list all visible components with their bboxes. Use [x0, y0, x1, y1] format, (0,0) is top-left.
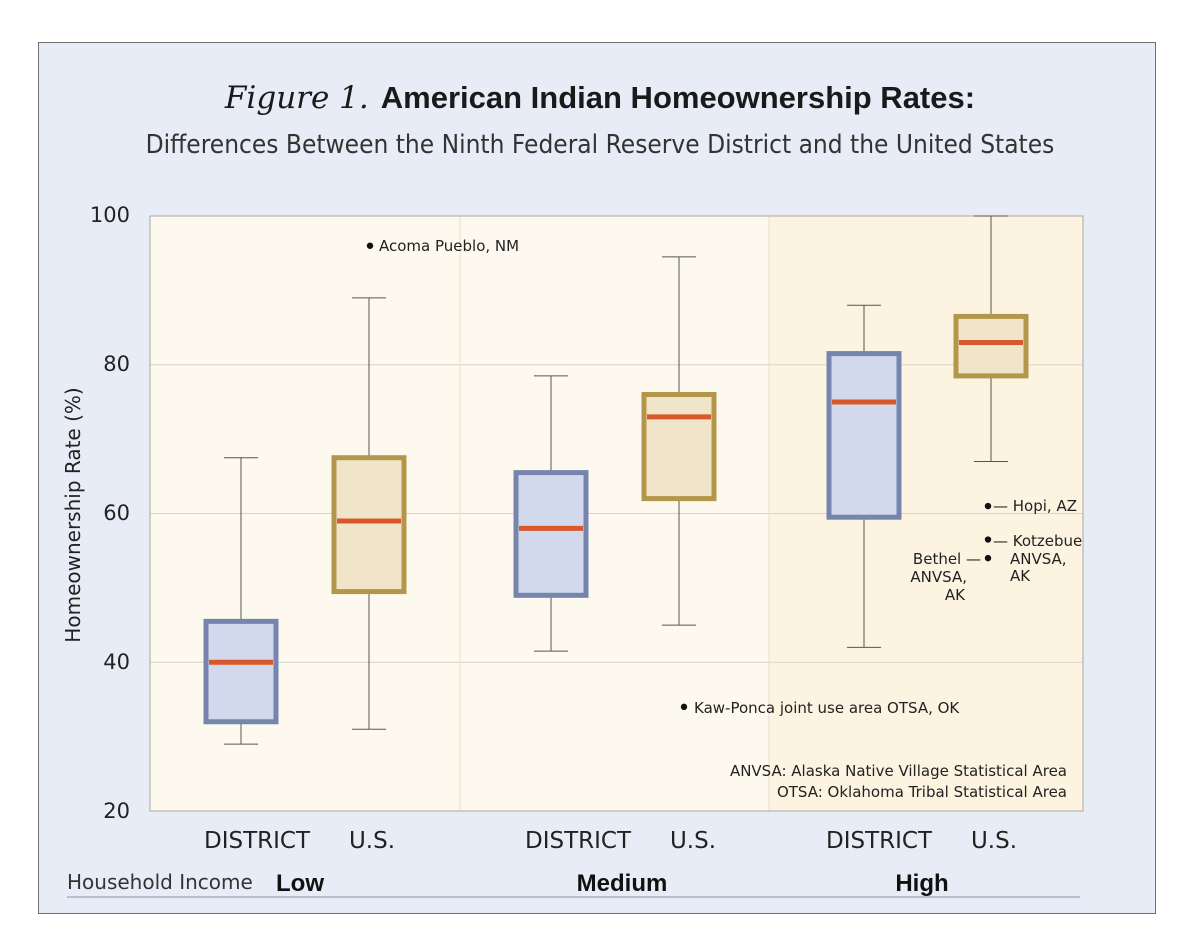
- svg-text:Bethel —: Bethel —: [913, 550, 981, 568]
- x-category-label: DISTRICT: [826, 828, 933, 854]
- y-tick-label: 40: [103, 650, 130, 674]
- outliers: [366, 242, 992, 711]
- box-us: [641, 392, 717, 502]
- outlier-label-hopi: — Hopi, AZ: [993, 497, 1077, 515]
- y-tick-label: 100: [90, 203, 130, 227]
- y-tick-label: 20: [103, 799, 130, 823]
- box-us: [331, 455, 407, 595]
- x-category-label: U.S.: [349, 828, 395, 854]
- outlier-point: [680, 703, 688, 711]
- x-category-label: U.S.: [971, 828, 1017, 854]
- outlier-point: [984, 502, 992, 510]
- outlier-label-bethel: Bethel — ANVSA, AK: [910, 550, 981, 604]
- svg-text:ANVSA,: ANVSA,: [1010, 550, 1067, 568]
- outlier-label-kaw-ponca: Kaw-Ponca joint use area OTSA, OK: [694, 699, 960, 717]
- plot-border: [149, 215, 1084, 812]
- group-label-medium: Medium: [577, 870, 668, 897]
- figure-number: Figure 1.: [224, 80, 369, 116]
- outlier-label-kotzebue: — Kotzebue ANVSA, AK: [993, 532, 1082, 585]
- box-district: [826, 351, 902, 520]
- hopi-text: Hopi, AZ: [1013, 497, 1077, 515]
- x-category-label: DISTRICT: [204, 828, 311, 854]
- outlier-label-acoma: Acoma Pueblo, NM: [379, 237, 519, 255]
- y-tick-label: 80: [103, 352, 130, 376]
- x-category-label: DISTRICT: [525, 828, 632, 854]
- household-income-label: Household Income: [67, 870, 253, 894]
- footnote-otsa: OTSA: Oklahoma Tribal Statistical Area: [777, 783, 1067, 801]
- group-label-high: High: [895, 870, 948, 897]
- box-series: [203, 215, 1029, 745]
- outlier-point: [984, 536, 992, 543]
- svg-text:AK: AK: [945, 586, 966, 604]
- footnote-anvsa: ANVSA: Alaska Native Village Statistical…: [730, 762, 1067, 780]
- svg-text:ANVSA,: ANVSA,: [910, 568, 967, 586]
- outlier-point: [366, 242, 374, 249]
- y-tick-label: 60: [103, 501, 130, 525]
- chart-title: American Indian Homeownership Rates:: [380, 80, 976, 115]
- box-us: [953, 313, 1029, 379]
- svg-text:— Kotzebue: — Kotzebue: [993, 532, 1082, 550]
- box-district: [513, 470, 589, 598]
- x-category-label: U.S.: [670, 828, 716, 854]
- outlier-point: [984, 554, 992, 562]
- svg-text:AK: AK: [1010, 567, 1031, 585]
- figure-title: Figure 1. American Indian Homeownership R…: [0, 80, 1200, 116]
- group-label-low: Low: [276, 870, 324, 897]
- y-axis-label: Homeownership Rate (%): [61, 387, 85, 642]
- gridlines: [149, 215, 1084, 812]
- chart-subtitle: Differences Between the Ninth Federal Re…: [145, 130, 1055, 160]
- box-district: [203, 618, 279, 725]
